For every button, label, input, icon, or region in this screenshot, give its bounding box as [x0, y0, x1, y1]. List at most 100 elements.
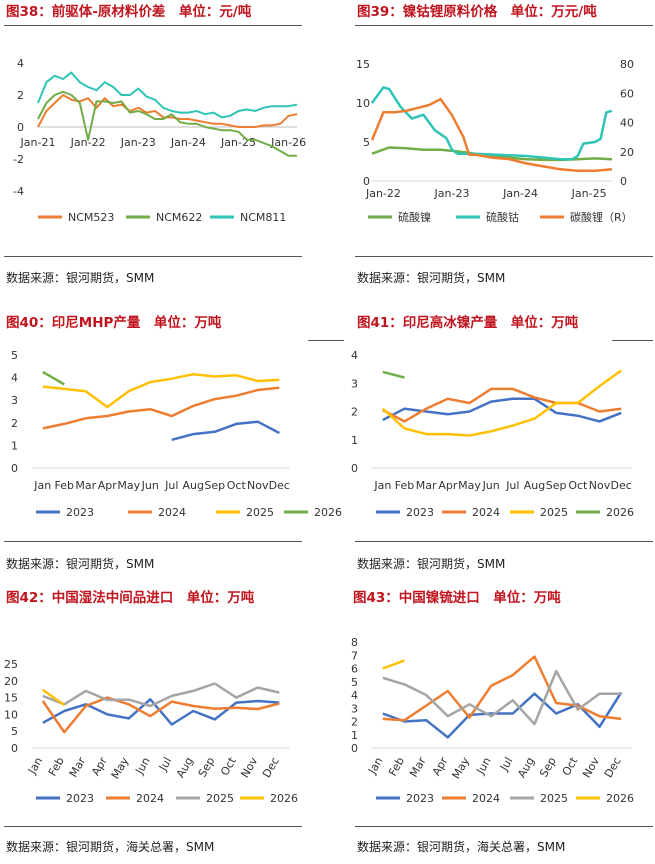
- fig43-xtick-jan: Jan: [365, 755, 385, 777]
- fig40-xtick-jun: Jun: [141, 479, 159, 492]
- fig41-ytick-1: 1: [351, 434, 358, 447]
- fig38-xtick-jan-26: Jan-26: [270, 136, 306, 149]
- fig39-y2tick-40: 40: [620, 117, 634, 130]
- fig43-xtick-may: May: [449, 755, 472, 782]
- fig41-ytick-3: 3: [351, 377, 358, 390]
- fig43-series-2024-line: [382, 655, 622, 722]
- fig41-legend-label-2026: 2026: [606, 506, 634, 519]
- fig40-ytick-3: 3: [11, 394, 18, 407]
- fig39-xtick-jan-24: Jan-24: [502, 187, 538, 200]
- fig42-xtick-aug: Aug: [174, 755, 196, 780]
- fig40-xtick-jul: Jul: [164, 479, 178, 492]
- fig42-ytick-20: 20: [4, 675, 18, 688]
- fig41-series-2025-line: [381, 369, 622, 437]
- fig43-xtick-dec: Dec: [602, 755, 624, 780]
- fig43-series-2025-line: [382, 669, 622, 726]
- fig41-xtick-sep: Sep: [546, 479, 567, 492]
- fig43-legend-label-2023: 2023: [406, 792, 434, 805]
- fig38-ytick-0: 0: [17, 121, 24, 134]
- fig41-legend-label-2024: 2024: [472, 506, 500, 519]
- fig38-title: 图38：前驱体-原材料价差 单位：元/吨: [6, 4, 252, 20]
- fig38-ytick-neg4: -4: [13, 185, 24, 198]
- fig40-xtick-aug: Aug: [183, 479, 204, 492]
- fig40-legend-label-2025: 2025: [246, 506, 274, 519]
- fig43-xtick-sep: Sep: [537, 755, 559, 779]
- fig39-top-rule: [355, 25, 653, 26]
- fig41-xtick-may: May: [458, 479, 481, 492]
- fig40-ytick-0: 0: [11, 462, 18, 475]
- fig39-series-cobalt-sulfate-line: [370, 86, 613, 161]
- fig42-legend-label-2026: 2026: [270, 792, 298, 805]
- fig39-legend-label-cobalt-sulfate: 硫酸钴: [486, 210, 519, 224]
- fig42-xtick-sep: Sep: [196, 755, 218, 779]
- fig42-source: 数据来源：银河期货，海关总署，SMM: [6, 840, 215, 854]
- fig43-xtick-jul: Jul: [497, 755, 515, 774]
- fig40-ytick-2: 2: [11, 417, 18, 430]
- fig43-ytick-7: 7: [351, 649, 358, 662]
- fig42-ytick-15: 15: [4, 692, 18, 705]
- fig40-legend-label-2023: 2023: [66, 506, 94, 519]
- fig40-legend-label-2026: 2026: [314, 506, 342, 519]
- fig41-xtick-apr: Apr: [438, 479, 458, 492]
- fig41-legend-label-2023: 2023: [406, 506, 434, 519]
- fig42-xtick-feb: Feb: [46, 755, 67, 778]
- fig42-series-2025-line: [42, 682, 280, 708]
- fig39-xtick-jan-22: Jan-22: [365, 187, 401, 200]
- fig43-xtick-nov: Nov: [580, 755, 602, 781]
- fig40-ytick-1: 1: [11, 439, 18, 452]
- fig43-series-2026-line: [382, 659, 405, 670]
- fig38-legend-label-ncm523: NCM523: [68, 211, 114, 224]
- fig39-y2tick-80: 80: [620, 58, 634, 71]
- fig41-ytick-2: 2: [351, 406, 358, 419]
- fig38-xtick-jan-25: Jan-25: [220, 136, 256, 149]
- fig41-xtick-jun: Jun: [482, 479, 500, 492]
- fig40-series-2024-line: [42, 386, 280, 430]
- fig41-source: 数据来源：银河期货，SMM: [357, 557, 506, 571]
- fig41-legend-label-2025: 2025: [540, 506, 568, 519]
- fig39-legend-label-nickel-sulfate: 硫酸镍: [398, 210, 431, 224]
- fig39-title: 图39：镍钴锂原料价格 单位：万元/吨: [357, 4, 597, 20]
- fig43-legend-label-2026: 2026: [606, 792, 634, 805]
- fig42-xtick-apr: Apr: [89, 755, 110, 778]
- fig40-xtick-apr: Apr: [98, 479, 118, 492]
- fig39-ytick-10: 10: [356, 97, 370, 110]
- fig41-xtick-aug: Aug: [524, 479, 545, 492]
- fig40-ytick-5: 5: [11, 349, 18, 362]
- fig39-source: 数据来源：银河期货，SMM: [357, 271, 506, 285]
- fig42-xtick-may: May: [109, 755, 132, 782]
- fig40-title: 图40：印尼MHP产量 单位：万吨: [6, 315, 222, 331]
- fig39-bottom-rule: [355, 256, 653, 257]
- fig39-xtick-jan-23: Jan-23: [434, 187, 470, 200]
- fig41-ytick-4: 4: [351, 349, 358, 362]
- fig43-title: 图43：中国镍锍进口 单位：万吨: [353, 590, 561, 606]
- fig38-ytick-neg2: -2: [13, 153, 24, 166]
- fig43-series-2023-line: [382, 691, 623, 739]
- fig41-series-2026-line: [382, 370, 405, 379]
- fig41-series-2023-line: [382, 397, 622, 423]
- fig39-y2tick-20: 20: [620, 146, 634, 159]
- fig43-ytick-0: 0: [351, 742, 358, 755]
- fig38-ytick-4: 4: [17, 57, 24, 70]
- fig38-xtick-jan-24: Jan-24: [170, 136, 206, 149]
- fig43-bottom-rule: [355, 826, 653, 827]
- fig40-bottom-rule: [4, 541, 302, 542]
- fig42-bottom-rule: [4, 826, 302, 827]
- fig42-series-2023-line: [42, 698, 280, 726]
- fig40-xtick-dec: Dec: [269, 479, 290, 492]
- fig41-xtick-jan: Jan: [373, 479, 391, 492]
- fig41-series-2024-line: [382, 387, 622, 423]
- fig43-legend-label-2025: 2025: [540, 792, 568, 805]
- fig41-xtick-feb: Feb: [395, 479, 414, 492]
- fig39-ytick-5: 5: [363, 136, 370, 149]
- fig40-xtick-sep: Sep: [204, 479, 225, 492]
- fig42-xtick-mar: Mar: [67, 755, 89, 780]
- fig38-legend-label-ncm622: NCM622: [156, 211, 202, 224]
- fig42-series-2024-line: [41, 696, 280, 734]
- fig40-series-2023-line: [171, 420, 280, 442]
- fig43-ytick-5: 5: [351, 676, 358, 689]
- fig43-xtick-apr: Apr: [430, 755, 451, 778]
- fig39-series-lithium-carbonate-line: [370, 97, 613, 173]
- fig42-xtick-oct: Oct: [218, 754, 239, 778]
- fig39-y2tick-0: 0: [620, 175, 627, 188]
- fig40-top-rule: [308, 340, 344, 341]
